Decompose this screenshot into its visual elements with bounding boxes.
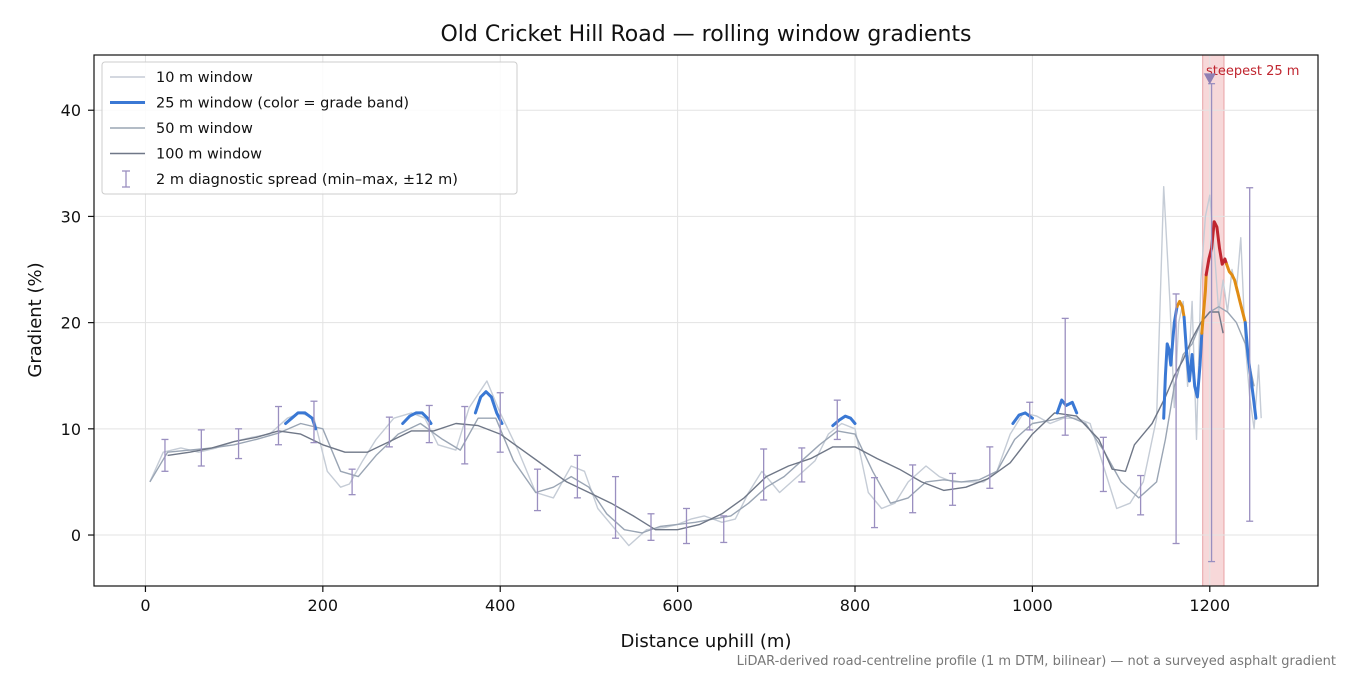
y-tick-label: 30 — [61, 207, 81, 226]
y-axis-ticks: 0 10 20 30 40 — [61, 101, 94, 545]
series-100-m-window — [167, 311, 1224, 531]
footnote: LiDAR-derived road-centreline profile (1… — [737, 654, 1336, 669]
series-25m-segment — [1204, 220, 1229, 277]
x-tick-label: 0 — [140, 596, 150, 615]
legend-box — [101, 61, 518, 195]
annotation-layer: steepest 25 m — [1203, 64, 1299, 85]
x-tick-label: 400 — [485, 596, 516, 615]
legend-label: 10 m window — [156, 70, 253, 86]
y-tick-label: 0 — [71, 526, 81, 545]
series-25m-segment — [1200, 273, 1208, 335]
x-axis-label: Distance uphill (m) — [621, 631, 792, 652]
steepest-annotation: steepest 25 m — [1206, 64, 1299, 79]
x-tick-label: 800 — [840, 596, 871, 615]
legend-items: 10 m window 25 m window (color = grade ba… — [110, 70, 458, 188]
series-25m-segment — [473, 390, 504, 425]
error-bars — [161, 83, 1254, 563]
x-axis-ticks: 0 200 400 600 800 1000 1200 — [140, 586, 1230, 615]
x-tick-label: 1200 — [1189, 596, 1230, 615]
x-tick-label: 200 — [308, 596, 339, 615]
x-tick-label: 1000 — [1012, 596, 1053, 615]
series-10-m-window — [149, 186, 1262, 547]
gridlines — [94, 55, 1318, 586]
series-25m-segment — [401, 411, 433, 425]
series-50-m-window — [149, 306, 1255, 534]
series-25m-segment — [1055, 398, 1079, 415]
legend-label: 100 m window — [156, 147, 262, 163]
chart-title: Old Cricket Hill Road — rolling window g… — [440, 22, 971, 47]
series-layer — [149, 186, 1262, 547]
series-25m-segment — [1225, 262, 1247, 325]
series-25m-segment — [1162, 305, 1179, 420]
series-25m-segment — [1243, 321, 1258, 420]
x-tick-label: 600 — [662, 596, 693, 615]
legend-label: 2 m diagnostic spread (min–max, ±12 m) — [156, 172, 458, 188]
steepest-marker — [1203, 73, 1216, 85]
legend-label: 25 m window (color = grade band) — [156, 96, 409, 112]
legend-label: 50 m window — [156, 121, 253, 137]
y-axis-label: Gradient (%) — [25, 262, 46, 377]
series-25m-segment — [1175, 299, 1186, 319]
series-25m-segment — [284, 411, 318, 431]
series-25m-segment — [1011, 411, 1034, 425]
y-tick-label: 10 — [61, 420, 81, 439]
y-tick-label: 20 — [61, 314, 81, 333]
plot-frame — [93, 54, 1319, 587]
series-25m-segment — [1182, 315, 1204, 399]
y-tick-label: 40 — [61, 101, 81, 120]
legend: 10 m window 25 m window (color = grade ba… — [101, 61, 518, 195]
